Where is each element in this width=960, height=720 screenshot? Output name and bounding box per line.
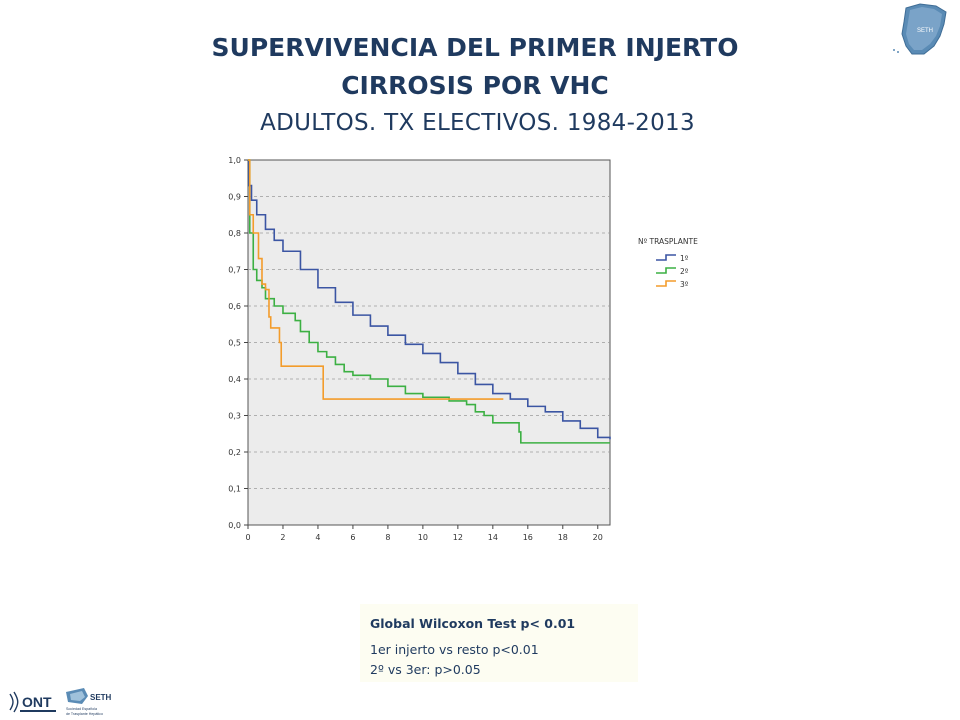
x-tick-label: 12	[453, 533, 463, 542]
page-title: SUPERVIVENCIA DEL PRIMER INJERTO	[211, 33, 739, 62]
x-tick-label: 2	[280, 533, 285, 542]
seth-logo: SETH Sociedad Española de Trasplante Hep…	[66, 688, 112, 716]
stats-global-test: Global Wilcoxon Test p< 0.01	[370, 616, 576, 631]
y-tick-label: 0,0	[228, 521, 241, 530]
legend-label-3º: 3º	[680, 280, 689, 289]
y-tick-label: 1,0	[228, 156, 241, 165]
y-tick-label: 0,6	[228, 302, 241, 311]
x-tick-label: 14	[488, 533, 498, 542]
legend-title: Nº TRASPLANTE	[638, 237, 698, 246]
series-line-3º	[248, 159, 504, 400]
x-tick-label: 4	[315, 533, 320, 542]
y-tick-label: 0,8	[228, 229, 241, 238]
y-tick-label: 0,2	[228, 448, 241, 457]
legend-swatch-2º	[656, 267, 676, 274]
x-tick-label: 10	[418, 533, 428, 542]
x-tick-label: 6	[350, 533, 355, 542]
x-tick-label: 8	[385, 533, 390, 542]
x-tick-label: 20	[593, 533, 603, 542]
y-tick-label: 0,5	[228, 339, 241, 348]
spain-map-logo: SETH	[893, 3, 947, 55]
y-tick-label: 0,1	[228, 485, 241, 494]
y-tick-label: 0,7	[228, 266, 241, 275]
svg-text:SETH: SETH	[90, 693, 112, 702]
legend-swatch-3º	[656, 280, 676, 287]
series-line-1º	[248, 159, 611, 440]
svg-text:ONT: ONT	[22, 694, 52, 710]
stats-box: Global Wilcoxon Test p< 0.01 1er injerto…	[360, 604, 638, 682]
x-tick-label: 0	[245, 533, 250, 542]
stats-second-vs-third: 2º vs 3er: p>0.05	[370, 662, 481, 677]
page-title-line2: CIRROSIS POR VHC	[341, 71, 609, 100]
svg-text:de Trasplante Hepático: de Trasplante Hepático	[66, 712, 103, 716]
svg-text:SETH: SETH	[917, 28, 933, 34]
legend-label-2º: 2º	[680, 267, 689, 276]
ont-logo: ONT	[9, 691, 56, 713]
x-tick-label: 16	[523, 533, 533, 542]
x-tick-label: 18	[558, 533, 568, 542]
legend-swatch-1º	[656, 254, 676, 261]
y-tick-label: 0,9	[228, 193, 241, 202]
y-tick-label: 0,4	[228, 375, 241, 384]
stats-first-vs-rest: 1er injerto vs resto p<0.01	[370, 642, 539, 657]
svg-text:Sociedad Española: Sociedad Española	[66, 707, 97, 711]
legend-label-1º: 1º	[680, 254, 689, 263]
page-subtitle: ADULTOS. TX ELECTIVOS. 1984-2013	[260, 110, 695, 136]
y-tick-label: 0,3	[228, 412, 241, 421]
